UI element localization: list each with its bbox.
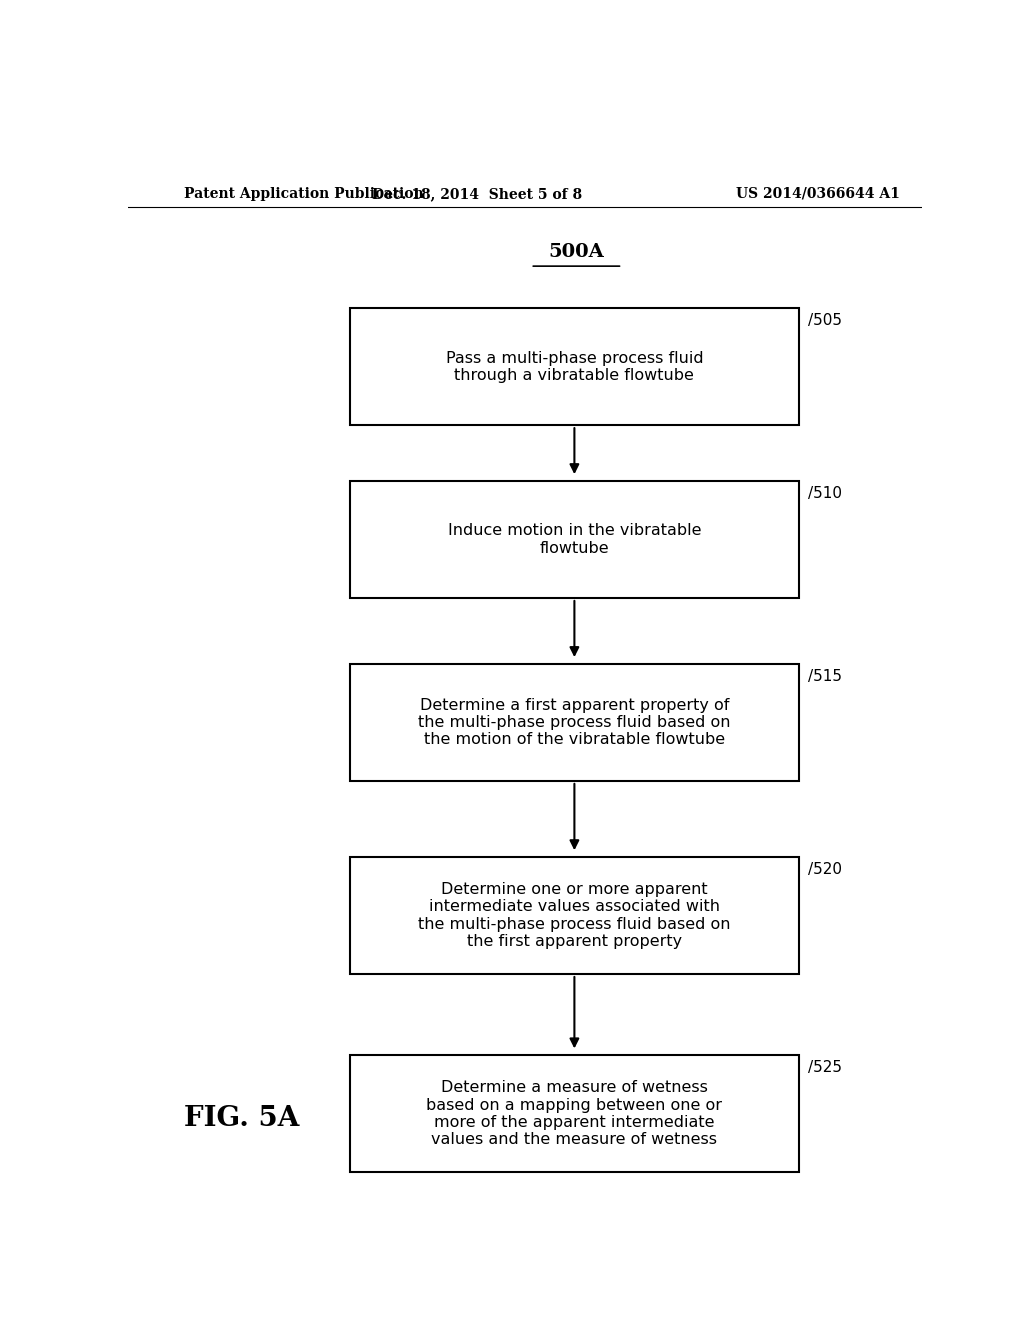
Text: FIG. 5A: FIG. 5A: [183, 1105, 299, 1133]
Text: US 2014/0366644 A1: US 2014/0366644 A1: [736, 187, 900, 201]
Text: Determine a first apparent property of
the multi-phase process fluid based on
th: Determine a first apparent property of t…: [418, 697, 731, 747]
Text: /515: /515: [808, 669, 842, 684]
FancyBboxPatch shape: [350, 1056, 799, 1172]
Text: Determine a measure of wetness
based on a mapping between one or
more of the app: Determine a measure of wetness based on …: [426, 1080, 722, 1147]
Text: /525: /525: [808, 1060, 842, 1076]
Text: Patent Application Publication: Patent Application Publication: [183, 187, 423, 201]
Text: Determine one or more apparent
intermediate values associated with
the multi-pha: Determine one or more apparent intermedi…: [418, 882, 731, 949]
Text: Dec. 18, 2014  Sheet 5 of 8: Dec. 18, 2014 Sheet 5 of 8: [372, 187, 583, 201]
Text: 500A: 500A: [549, 243, 604, 261]
FancyBboxPatch shape: [350, 857, 799, 974]
Text: /505: /505: [808, 313, 842, 329]
Text: Induce motion in the vibratable
flowtube: Induce motion in the vibratable flowtube: [447, 523, 701, 556]
FancyBboxPatch shape: [350, 664, 799, 781]
FancyBboxPatch shape: [350, 480, 799, 598]
FancyBboxPatch shape: [350, 309, 799, 425]
Text: /510: /510: [808, 486, 842, 502]
Text: /520: /520: [808, 862, 842, 878]
Text: Pass a multi-phase process fluid
through a vibratable flowtube: Pass a multi-phase process fluid through…: [445, 351, 703, 383]
